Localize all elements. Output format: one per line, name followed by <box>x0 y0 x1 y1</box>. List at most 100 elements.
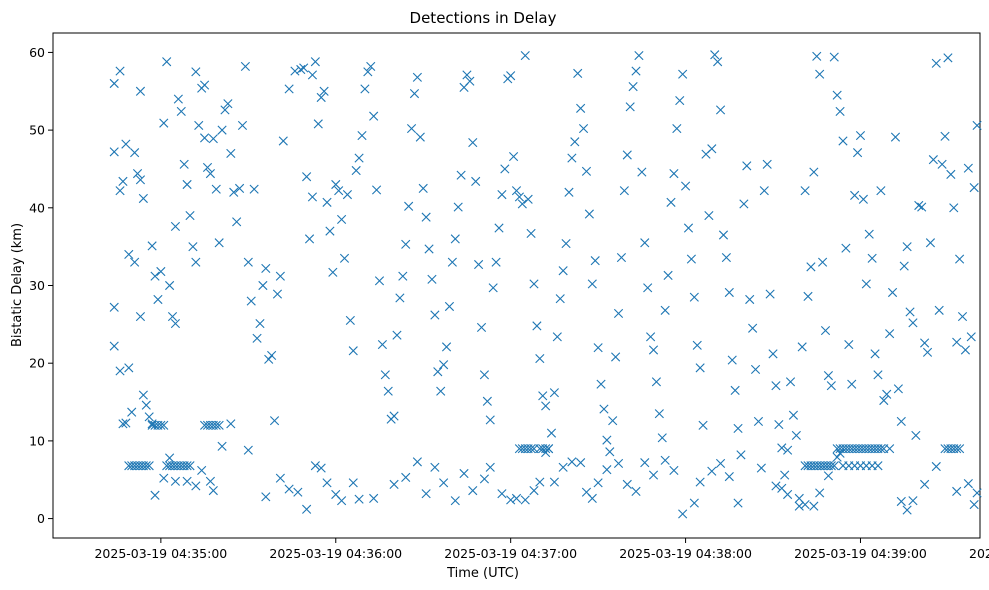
data-point <box>640 458 650 468</box>
data-point <box>401 472 411 482</box>
data-point <box>182 179 192 190</box>
data-point <box>727 355 737 365</box>
data-point <box>689 292 699 302</box>
data-point <box>806 262 816 272</box>
data-point <box>576 103 586 113</box>
data-point <box>870 349 880 359</box>
data-point <box>794 501 804 511</box>
data-point <box>121 418 131 428</box>
data-point <box>159 118 169 128</box>
data-point <box>135 86 146 96</box>
data-point <box>622 479 632 489</box>
data-point <box>555 294 565 304</box>
data-point <box>199 80 210 90</box>
data-point <box>316 463 326 473</box>
data-point <box>885 329 895 339</box>
data-point <box>946 169 956 179</box>
data-point <box>337 214 347 225</box>
data-point <box>275 271 285 281</box>
data-point <box>159 473 169 483</box>
data-point <box>590 256 600 266</box>
data-point <box>852 148 863 158</box>
data-point <box>943 53 953 63</box>
data-point <box>599 404 609 414</box>
data-point <box>718 230 729 240</box>
data-point <box>179 159 189 169</box>
data-point <box>698 420 708 430</box>
data-point <box>232 217 242 227</box>
data-point <box>788 410 799 420</box>
data-point <box>351 165 361 176</box>
data-point <box>208 134 218 144</box>
data-point <box>214 420 224 430</box>
data-point <box>549 388 559 398</box>
data-point <box>558 266 568 276</box>
data-point <box>920 479 930 489</box>
data-point <box>307 192 318 202</box>
data-point <box>695 477 705 487</box>
data-point <box>118 176 128 186</box>
data-point <box>284 484 294 494</box>
data-point <box>313 119 323 129</box>
x-tick-label: 2025-03-19 04:37:00 <box>444 546 577 561</box>
data-point <box>581 166 592 176</box>
data-point <box>363 67 373 77</box>
data-point <box>506 71 516 81</box>
data-point <box>156 266 166 277</box>
data-point <box>529 486 539 496</box>
data-point <box>584 209 594 219</box>
data-point <box>783 489 793 500</box>
data-point <box>150 271 160 281</box>
data-point <box>678 509 688 519</box>
data-point <box>928 155 938 165</box>
data-point <box>118 419 128 429</box>
data-point <box>421 489 431 499</box>
data-point <box>707 466 717 476</box>
y-tick-label: 10 <box>29 433 45 448</box>
data-point <box>217 125 227 135</box>
data-point <box>535 353 545 364</box>
data-point <box>823 471 834 481</box>
data-point <box>214 238 224 248</box>
data-point <box>514 192 525 202</box>
data-point <box>141 461 151 471</box>
data-point <box>293 487 303 497</box>
data-point <box>249 184 259 194</box>
data-point <box>153 294 163 305</box>
data-point <box>450 496 460 506</box>
data-point <box>127 407 137 417</box>
data-point <box>931 461 941 472</box>
data-point <box>526 444 536 454</box>
data-point <box>331 179 341 190</box>
data-point <box>135 175 146 185</box>
data-point <box>573 68 583 78</box>
data-point <box>243 445 253 455</box>
data-point <box>226 419 236 429</box>
y-tick-label: 40 <box>29 200 45 215</box>
data-point <box>908 318 918 328</box>
data-point <box>191 481 201 491</box>
data-point <box>899 261 909 271</box>
data-point <box>532 321 542 331</box>
data-point <box>552 332 562 342</box>
data-point <box>339 253 350 263</box>
data-point <box>873 461 883 471</box>
data-point <box>124 363 134 373</box>
data-point <box>803 291 813 301</box>
data-point <box>144 412 154 422</box>
data-point <box>482 396 492 406</box>
data-point <box>748 323 758 333</box>
data-point <box>549 477 559 487</box>
data-point <box>511 493 522 503</box>
data-point <box>826 381 836 391</box>
y-tick-label: 60 <box>29 45 45 60</box>
data-point <box>567 457 577 467</box>
data-point <box>730 385 740 395</box>
data-point <box>876 444 886 454</box>
data-point <box>284 84 294 94</box>
data-point <box>952 444 962 454</box>
data-point <box>771 381 781 391</box>
data-point <box>957 311 968 322</box>
y-tick-label: 20 <box>29 356 45 371</box>
data-point <box>631 486 641 496</box>
